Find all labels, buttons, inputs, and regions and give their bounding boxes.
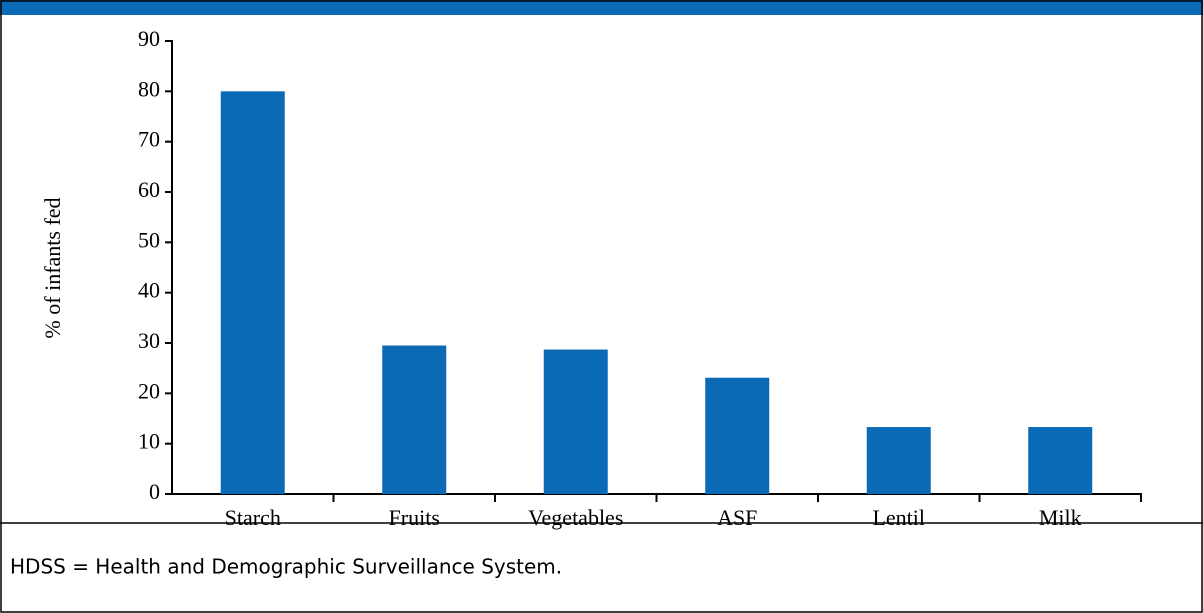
footnote: HDSS = Health and Demographic Surveillan… <box>10 555 562 579</box>
y-tick-label: 20 <box>138 378 160 403</box>
x-tick-label: Vegetables <box>528 505 623 530</box>
bar <box>543 349 608 494</box>
y-tick-label: 60 <box>138 177 160 202</box>
x-tick-label: Milk <box>1039 505 1082 530</box>
bar <box>220 91 285 494</box>
x-tick-label: Starch <box>225 505 281 530</box>
y-tick-label: 0 <box>149 479 160 504</box>
y-tick-label: 40 <box>138 278 160 303</box>
y-tick-label: 10 <box>138 429 160 454</box>
y-tick-label: 30 <box>138 328 160 353</box>
x-tick-label: Lentil <box>872 505 925 530</box>
x-tick-label: ASF <box>717 505 757 530</box>
bar <box>705 377 770 494</box>
x-tick-label: Fruits <box>389 505 440 530</box>
y-tick-label: 50 <box>138 227 160 252</box>
header-bar <box>0 0 1203 15</box>
y-tick-label: 80 <box>138 76 160 101</box>
bar <box>866 427 931 494</box>
bar <box>382 345 447 494</box>
y-tick-label: 90 <box>138 26 160 51</box>
y-tick-label: 70 <box>138 127 160 152</box>
y-axis-label: % of infants fed <box>40 197 65 338</box>
bar <box>1028 427 1093 494</box>
